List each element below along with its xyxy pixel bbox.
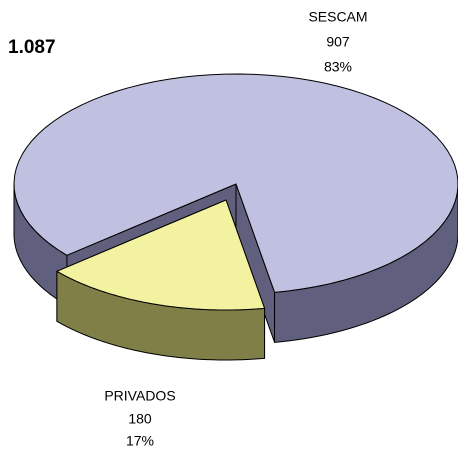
slice: [56, 199, 266, 311]
slice-label: PRIVADOS: [104, 388, 175, 404]
total-annotation: 1.087: [8, 37, 56, 58]
slice: [13, 73, 458, 293]
slice-label: SESCAM: [308, 9, 367, 25]
slice-percent: 83%: [324, 59, 352, 75]
slice-percent: 17%: [126, 433, 154, 449]
slice-value: 180: [128, 411, 152, 427]
slice-value: 907: [326, 34, 350, 50]
